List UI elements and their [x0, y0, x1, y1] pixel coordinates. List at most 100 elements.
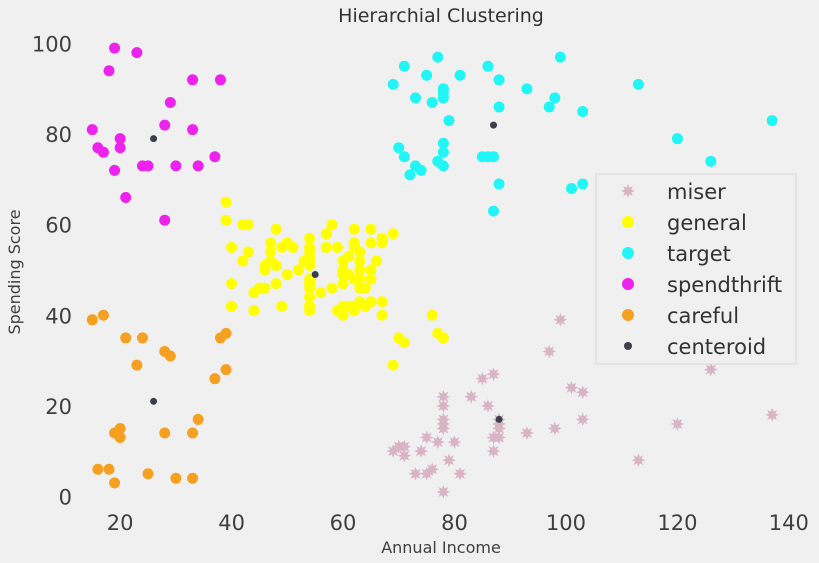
data-point-general	[320, 228, 332, 240]
data-point-target	[404, 169, 416, 181]
data-point-careful	[164, 350, 176, 362]
data-point-general	[376, 237, 388, 249]
series-centeroid	[150, 121, 503, 423]
data-point-spendthrift	[109, 164, 121, 176]
data-point-target	[437, 137, 449, 149]
chart-title: Hierarchial Clustering	[338, 5, 544, 27]
data-point-general	[376, 296, 388, 308]
series-general	[220, 196, 449, 371]
data-point-careful	[142, 468, 154, 480]
data-point-general	[248, 305, 260, 317]
data-point-general	[365, 237, 377, 249]
series-target	[387, 51, 778, 217]
legend-marker-miser	[621, 184, 635, 198]
data-point-general	[365, 223, 377, 235]
data-point-miser	[436, 416, 451, 431]
data-point-target	[554, 51, 566, 63]
y-tick-label: 80	[45, 123, 72, 147]
data-point-spendthrift	[209, 151, 221, 163]
data-point-general	[270, 259, 282, 271]
data-point-general	[331, 241, 343, 253]
data-point-general	[304, 305, 316, 317]
data-point-spendthrift	[164, 96, 176, 108]
data-point-target	[493, 178, 505, 190]
data-point-spendthrift	[170, 160, 182, 172]
data-point-target	[549, 92, 561, 104]
x-tick-label: 120	[657, 511, 697, 535]
y-tick-label: 60	[45, 214, 72, 238]
data-point-careful	[187, 472, 199, 484]
data-point-miser	[542, 344, 557, 359]
data-point-miser	[425, 462, 440, 477]
data-point-spendthrift	[120, 192, 132, 204]
data-point-spendthrift	[214, 74, 226, 86]
data-point-general	[348, 223, 360, 235]
series-miser	[386, 312, 780, 499]
legend: miser general target spendthrift careful cent…	[595, 173, 797, 365]
data-point-centeroid	[311, 271, 319, 279]
data-point-general	[348, 237, 360, 249]
data-point-miser	[436, 389, 451, 404]
legend-marker-general	[622, 216, 634, 228]
data-point-general	[326, 282, 338, 294]
legend-label-miser: miser	[667, 180, 726, 204]
legend-marker-target	[622, 247, 634, 259]
data-point-general	[354, 273, 366, 285]
legend-marker-careful	[622, 309, 634, 321]
data-point-target	[443, 115, 455, 127]
data-point-centeroid	[495, 415, 503, 423]
data-point-miser	[447, 435, 462, 450]
data-point-general	[398, 336, 410, 348]
data-point-miser	[414, 444, 429, 459]
data-point-general	[320, 241, 332, 253]
data-point-general	[220, 214, 232, 226]
data-point-target	[437, 146, 449, 158]
data-point-general	[237, 255, 249, 267]
data-point-target	[493, 101, 505, 113]
data-point-general	[354, 264, 366, 276]
data-point-general	[359, 282, 371, 294]
data-point-spendthrift	[131, 47, 143, 59]
data-point-target	[409, 92, 421, 104]
legend-marker-spendthrift	[622, 278, 634, 290]
data-point-careful	[136, 332, 148, 344]
data-point-general	[387, 359, 399, 371]
data-point-general	[287, 241, 299, 253]
data-point-general	[304, 232, 316, 244]
data-point-general	[343, 250, 355, 262]
data-point-miser	[475, 371, 490, 386]
data-point-target	[387, 78, 399, 90]
data-point-general	[304, 241, 316, 253]
y-tick-labels: 0 20 40 60 80 100	[32, 33, 72, 510]
data-point-miser	[419, 430, 434, 445]
data-point-target	[521, 83, 533, 95]
data-point-careful	[187, 427, 199, 439]
data-point-general	[354, 246, 366, 258]
data-point-target	[566, 182, 578, 194]
data-point-target	[426, 96, 438, 108]
data-point-spendthrift	[114, 133, 126, 145]
data-point-careful	[92, 463, 104, 475]
data-point-target	[482, 151, 494, 163]
data-point-general	[242, 246, 254, 258]
data-point-target	[493, 74, 505, 86]
data-point-miser	[631, 453, 646, 468]
data-point-general	[365, 273, 377, 285]
data-point-careful	[114, 432, 126, 444]
x-tick-labels: 20 40 60 80 100 120 140	[107, 511, 809, 535]
data-point-general	[298, 255, 310, 267]
data-point-target	[766, 115, 778, 127]
y-tick-label: 100	[32, 33, 72, 57]
data-point-general	[315, 287, 327, 299]
data-point-general	[270, 278, 282, 290]
data-point-miser	[486, 367, 501, 382]
legend-label-spendthrift: spendthrift	[667, 273, 782, 297]
data-point-careful	[192, 413, 204, 425]
data-point-general	[337, 309, 349, 321]
data-point-careful	[220, 327, 232, 339]
data-point-spendthrift	[114, 142, 126, 154]
data-point-general	[242, 219, 254, 231]
data-point-general	[387, 228, 399, 240]
